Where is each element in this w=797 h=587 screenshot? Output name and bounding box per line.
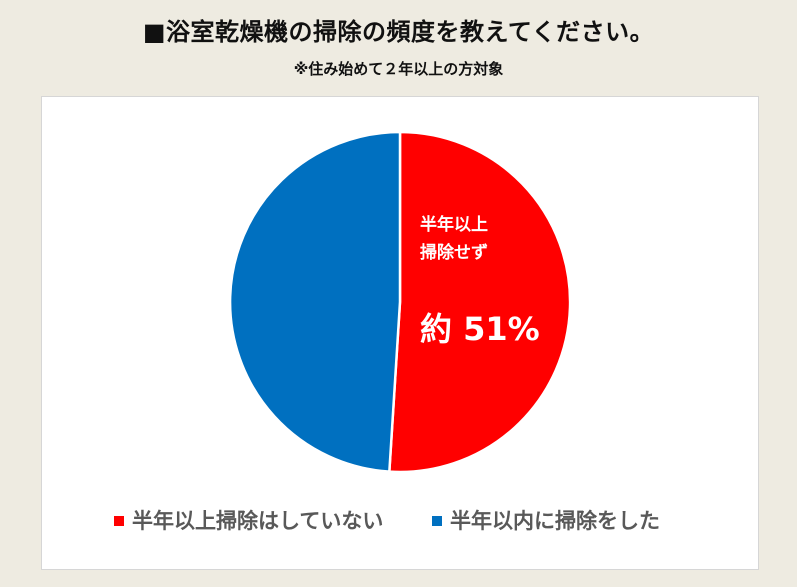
- chart-panel: 半年以上掃除せず約 51% 半年以上掃除はしていない 半年以内に掃除をした: [41, 96, 759, 570]
- chart-title: ■浴室乾燥機の掃除の頻度を教えてください。: [142, 18, 655, 46]
- legend-label: 半年以上掃除はしていない: [132, 509, 383, 533]
- pie-slices: [228, 130, 572, 474]
- slice-value-label: 約 51%: [420, 310, 540, 348]
- slice-label-line: 半年以上: [420, 214, 488, 235]
- legend-label: 半年以内に掃除をした: [450, 509, 660, 533]
- chart-subtitle: ※住み始めて２年以上の方対象: [293, 60, 504, 78]
- pie-slice-1: [228, 130, 402, 473]
- legend-item-0: 半年以上掃除はしていない: [114, 509, 383, 533]
- legend-swatch: [114, 516, 124, 526]
- pie-slice-0: [388, 130, 572, 474]
- legend-swatch: [432, 516, 442, 526]
- chart-legend: 半年以上掃除はしていない 半年以内に掃除をした: [114, 509, 660, 533]
- legend-item-1: 半年以内に掃除をした: [432, 509, 660, 533]
- slice-label-line: 掃除せず: [420, 242, 488, 263]
